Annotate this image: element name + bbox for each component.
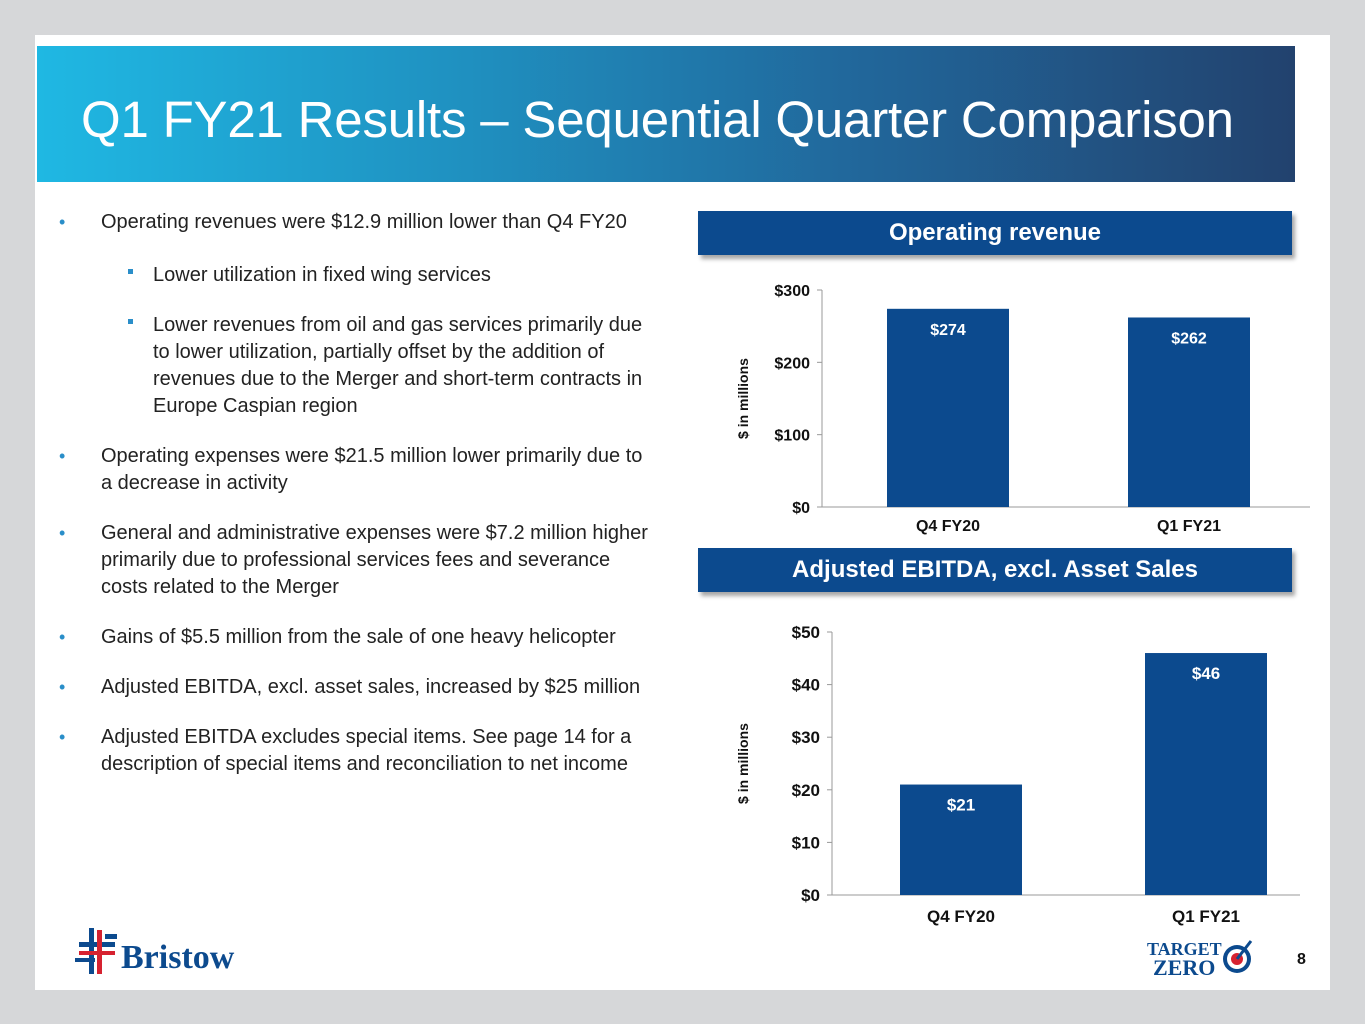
bullet-text: General and administrative expenses were… [101,522,648,598]
bristow-flag-icon [75,928,117,974]
bullet-item: • Adjusted EBITDA excludes special items… [55,724,655,778]
bristow-wordmark: Bristow [121,939,235,976]
bullet-item: • General and administrative expenses we… [55,520,655,601]
bristow-logo: Bristow [75,928,235,976]
sub-bullet-item: Lower utilization in fixed wing services [55,262,655,289]
operating-revenue-chart: $0 $100 $200 $300 $ in millions $274 Q4 FY20 $2… [735,283,1310,535]
target-zero-badge: TARGET ZERO [1147,939,1253,979]
y-tick-label: $200 [774,355,810,372]
y-tick-label: $300 [774,283,810,300]
x-tick-label: Q1 FY21 [1157,518,1221,535]
square-bullet-icon [128,319,133,324]
bullet-text: Operating expenses were $21.5 million lo… [101,445,643,494]
y-tick-label: $100 [774,428,810,445]
data-label: $21 [947,796,975,815]
chart-title: Adjusted EBITDA, excl. Asset Sales [792,556,1198,583]
bullet-text: Operating revenues were $12.9 million lo… [101,211,627,233]
data-label: $274 [930,322,966,339]
bullet-item: • Operating revenues were $12.9 million … [55,209,655,236]
y-tick-label: $10 [792,833,820,852]
slide: Q1 FY21 Results – Sequential Quarter Com… [35,35,1330,990]
bullet-text: Adjusted EBITDA excludes special items. … [101,726,632,775]
page-number: 8 [1297,951,1306,968]
bullet-list: • Operating revenues were $12.9 million … [55,209,655,778]
bullet-text: Adjusted EBITDA, excl. asset sales, incr… [101,676,641,698]
bullet-marker-icon: • [59,677,66,697]
bar [900,784,1022,895]
chart-header-operating-revenue: Operating revenue [698,211,1292,255]
y-axis-label: $ in millions [735,723,751,804]
chart-title: Operating revenue [888,219,1102,246]
y-tick-label: $20 [792,781,820,800]
chart-header-adjusted-ebitda: Adjusted EBITDA, excl. Asset Sales [698,548,1292,592]
target-zero-line2: ZERO [1153,955,1215,979]
target-zero-line1: TARGET [1147,939,1222,959]
bullet-marker-icon: • [59,627,66,647]
adjusted-ebitda-chart: $0 $10 $20 $30 $40 $50 $ in millions $21 Q4 FY20… [735,623,1300,926]
y-tick-label: $40 [792,676,820,695]
sub-bullet-text: Lower utilization in fixed wing services [153,264,491,286]
bullet-marker-icon: • [59,727,66,747]
x-tick-label: Q4 FY20 [916,518,980,535]
page-title: Q1 FY21 Results – Sequential Quarter Com… [81,91,1234,148]
data-label: $46 [1192,664,1220,683]
bullet-marker-icon: • [59,523,66,543]
y-tick-label: $50 [792,623,820,642]
bullet-item: • Gains of $5.5 million from the sale of… [55,624,655,651]
bar [1145,653,1267,895]
target-icon [1223,940,1253,973]
sub-bullet-item: Lower revenues from oil and gas services… [55,312,655,420]
y-tick-label: $30 [792,728,820,747]
bullet-item: • Operating expenses were $21.5 million … [55,443,655,497]
square-bullet-icon [128,269,133,274]
title-bar: Q1 FY21 Results – Sequential Quarter Com… [37,46,1295,182]
sub-bullet-text: Lower revenues from oil and gas services… [153,314,643,417]
bullet-text: Gains of $5.5 million from the sale of o… [101,626,616,648]
bar [887,308,1009,507]
y-tick-label: $0 [792,500,810,517]
bar [1128,317,1250,507]
bullet-marker-icon: • [59,446,66,466]
y-axis-label: $ in millions [735,358,751,439]
bullet-item: • Adjusted EBITDA, excl. asset sales, in… [55,674,655,701]
x-tick-label: Q1 FY21 [1172,907,1240,926]
x-tick-label: Q4 FY20 [927,907,995,926]
y-tick-label: $0 [801,886,820,905]
bullet-marker-icon: • [59,212,66,232]
data-label: $262 [1171,330,1207,347]
